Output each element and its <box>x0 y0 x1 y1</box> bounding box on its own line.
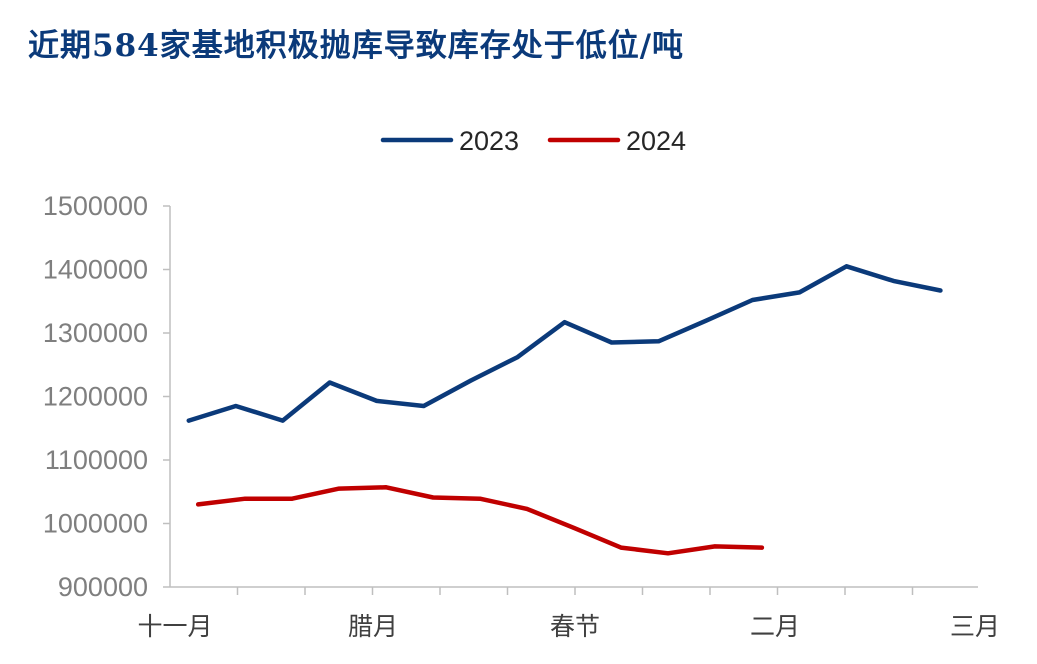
x-category-label: 十一月 <box>137 612 212 641</box>
x-category-label: 二月 <box>750 612 800 641</box>
data-point-2023 <box>703 318 708 323</box>
legend-label-2023: 2023 <box>459 126 519 156</box>
data-point-2023 <box>468 378 473 383</box>
x-category-label: 春节 <box>550 612 600 641</box>
data-point-2023 <box>562 320 567 325</box>
data-point-2024 <box>712 544 717 549</box>
y-tick-label: 1000000 <box>43 509 148 539</box>
data-point-2024 <box>572 525 576 530</box>
legend-label-2024: 2024 <box>626 126 686 156</box>
data-point-2023 <box>421 404 426 409</box>
y-tick-label: 900000 <box>58 572 148 602</box>
data-point-2023 <box>844 264 849 269</box>
data-point-2023 <box>374 398 379 403</box>
data-point-2023 <box>938 288 943 293</box>
data-point-2024 <box>290 496 295 501</box>
y-tick-label: 1200000 <box>43 382 148 412</box>
y-tick-label: 1300000 <box>43 318 148 348</box>
data-point-2024 <box>431 495 436 500</box>
data-point-2023 <box>280 418 285 423</box>
data-point-2024 <box>243 496 248 501</box>
data-point-2024 <box>196 502 201 507</box>
data-point-2023 <box>891 278 896 283</box>
data-point-2023 <box>327 380 332 385</box>
data-point-2023 <box>797 290 802 295</box>
x-category-label: 腊月 <box>348 612 398 641</box>
series-line-2023 <box>186 264 943 423</box>
data-point-2024 <box>337 486 342 491</box>
data-point-2024 <box>618 545 623 550</box>
data-point-2024 <box>665 551 670 556</box>
data-point-2023 <box>609 340 614 345</box>
x-axis: 十一月 腊月 春节 二月 三月 <box>137 586 1000 641</box>
data-point-2023 <box>515 355 520 360</box>
data-point-2023 <box>233 404 238 409</box>
y-tick-label: 1100000 <box>45 445 148 475</box>
data-point-2024 <box>759 545 764 550</box>
data-point-2024 <box>384 485 389 490</box>
x-category-label: 三月 <box>950 612 1000 641</box>
data-point-2023 <box>186 418 191 423</box>
y-tick-label: 1500000 <box>43 191 148 221</box>
data-point-2023 <box>656 339 661 344</box>
legend: 2023 2024 <box>380 126 686 156</box>
y-axis: 1500000 1400000 1300000 1200000 1100000 10000… <box>43 191 171 602</box>
plot-area <box>186 264 943 556</box>
data-point-2024 <box>525 506 530 511</box>
chart-title: 近期584家基地积极抛库导致库存处于低位/吨 <box>28 28 685 64</box>
data-point-2023 <box>750 297 755 302</box>
y-tick-label: 1400000 <box>43 255 148 285</box>
data-point-2024 <box>478 496 483 501</box>
